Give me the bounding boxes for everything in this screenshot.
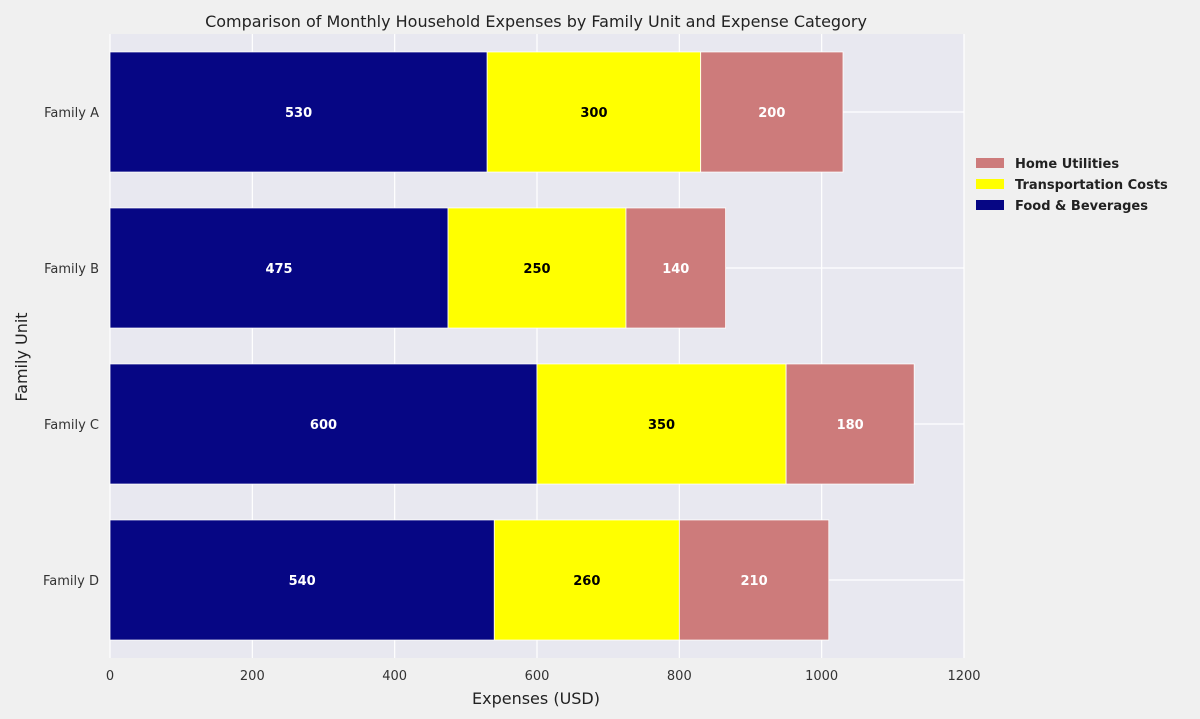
x-tick-label: 1200: [947, 669, 980, 684]
bar-segment: [678, 519, 830, 641]
bar-value-label: 140: [662, 262, 689, 277]
bar-segment: [700, 51, 844, 173]
bar-segment: [486, 51, 702, 173]
x-tick-label: 600: [525, 669, 550, 684]
bar-segment: [447, 207, 627, 329]
axis-ticks: 0 200 400 600 800 1000 1200 Family A Family B Fam…: [43, 106, 981, 684]
bar-value-label: 260: [573, 574, 600, 589]
x-tick-label: 400: [382, 669, 407, 684]
bar-value-label: 475: [265, 262, 292, 277]
bar-value-label: 540: [289, 574, 316, 589]
x-tick-label: 0: [106, 669, 114, 684]
bar-value-label: 600: [310, 418, 337, 433]
y-tick-label: Family B: [44, 262, 99, 277]
legend-label: Food & Beverages: [1015, 199, 1148, 214]
bar-segment: [536, 363, 787, 485]
x-axis-label: Expenses (USD): [472, 689, 600, 708]
bar-segment: [109, 207, 449, 329]
bar-value-label: 180: [837, 418, 864, 433]
bars: 530 300 200 475 250 140 600 350 180 540 260 210: [109, 51, 915, 641]
legend-swatch: [976, 200, 1004, 210]
chart-title: Comparison of Monthly Household Expenses…: [205, 12, 867, 31]
bar-value-label: 530: [285, 106, 312, 121]
bar-value-label: 250: [523, 262, 550, 277]
legend: Home Utilities Transportation Costs Food &…: [976, 157, 1168, 214]
y-axis-label: Family Unit: [12, 312, 31, 401]
bar-segment: [109, 363, 538, 485]
y-tick-label: Family A: [44, 106, 99, 121]
x-tick-label: 800: [667, 669, 692, 684]
bar-value-label: 350: [648, 418, 675, 433]
bar-value-label: 200: [758, 106, 785, 121]
legend-label: Transportation Costs: [1015, 178, 1168, 193]
legend-swatch: [976, 158, 1004, 168]
bar-segment: [493, 519, 680, 641]
bar-segment: [625, 207, 726, 329]
x-tick-label: 200: [240, 669, 265, 684]
legend-swatch: [976, 179, 1004, 189]
bar-value-label: 210: [740, 574, 767, 589]
bar-segment: [109, 51, 488, 173]
bar-value-label: 300: [580, 106, 607, 121]
x-tick-label: 1000: [805, 669, 838, 684]
y-tick-label: Family D: [43, 574, 99, 589]
bar-segment: [109, 519, 495, 641]
legend-label: Home Utilities: [1015, 157, 1119, 172]
y-tick-label: Family C: [44, 418, 99, 433]
bar-segment: [785, 363, 915, 485]
